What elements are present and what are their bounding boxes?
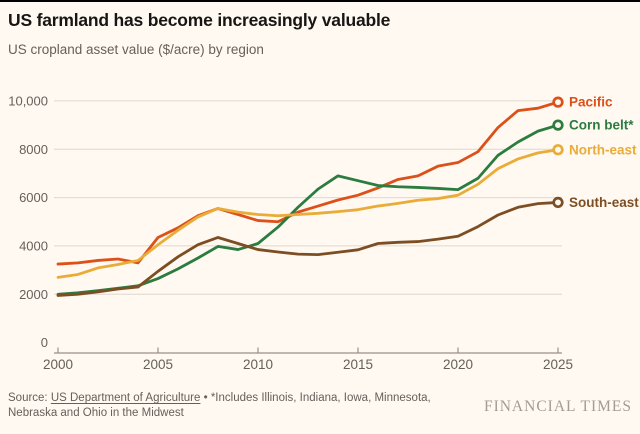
y-axis-tick-label: 2000 — [19, 287, 48, 302]
chart-plot: 0 2000 4000 6000 8000 10,000 2000 2005 2010 2015 2… — [8, 93, 639, 372]
legend-north-east: North-east — [569, 142, 637, 157]
source-prefix: Source: — [8, 392, 51, 404]
ft-logo: FINANCIAL TIMES — [483, 398, 632, 415]
source-text: Source: US Department of Agriculture • *… — [8, 391, 480, 421]
marker-corn-belt — [552, 119, 564, 131]
marker-south-east — [552, 196, 564, 209]
source-link[interactable]: US Department of Agriculture — [50, 392, 201, 404]
legend-south-east: South-east — [569, 195, 639, 210]
line-north-east — [56, 148, 560, 279]
marker-pacific — [552, 96, 564, 108]
y-axis-tick-label: 6000 — [19, 190, 48, 205]
y-axis-tick-label: 4000 — [19, 238, 48, 253]
x-axis-tick-label: 2015 — [343, 357, 373, 372]
page-title: US farmland has become increasingly valu… — [8, 10, 391, 30]
chart-subtitle: US cropland asset value ($/acre) by regi… — [8, 42, 264, 57]
source-note: • *Includes Illinois, Indiana, Iowa, Min… — [8, 392, 431, 419]
y-axis-tick-label: 8000 — [19, 142, 48, 157]
legend-pacific: Pacific — [569, 95, 613, 110]
legend-corn-belt: Corn belt* — [569, 118, 634, 133]
marker-north-east — [552, 144, 564, 156]
y-axis-tick-label: 10,000 — [8, 93, 48, 108]
x-axis-tick-label: 2020 — [443, 357, 473, 372]
line-south-east — [56, 201, 560, 297]
x-axis-tick-label: 2010 — [243, 357, 273, 372]
x-axis-tick-label: 2025 — [543, 357, 573, 372]
line-pacific — [56, 100, 560, 266]
y-axis-tick-label: 0 — [41, 335, 48, 350]
x-axis-tick-label: 2000 — [43, 357, 73, 372]
x-axis-tick-label: 2005 — [143, 357, 173, 372]
